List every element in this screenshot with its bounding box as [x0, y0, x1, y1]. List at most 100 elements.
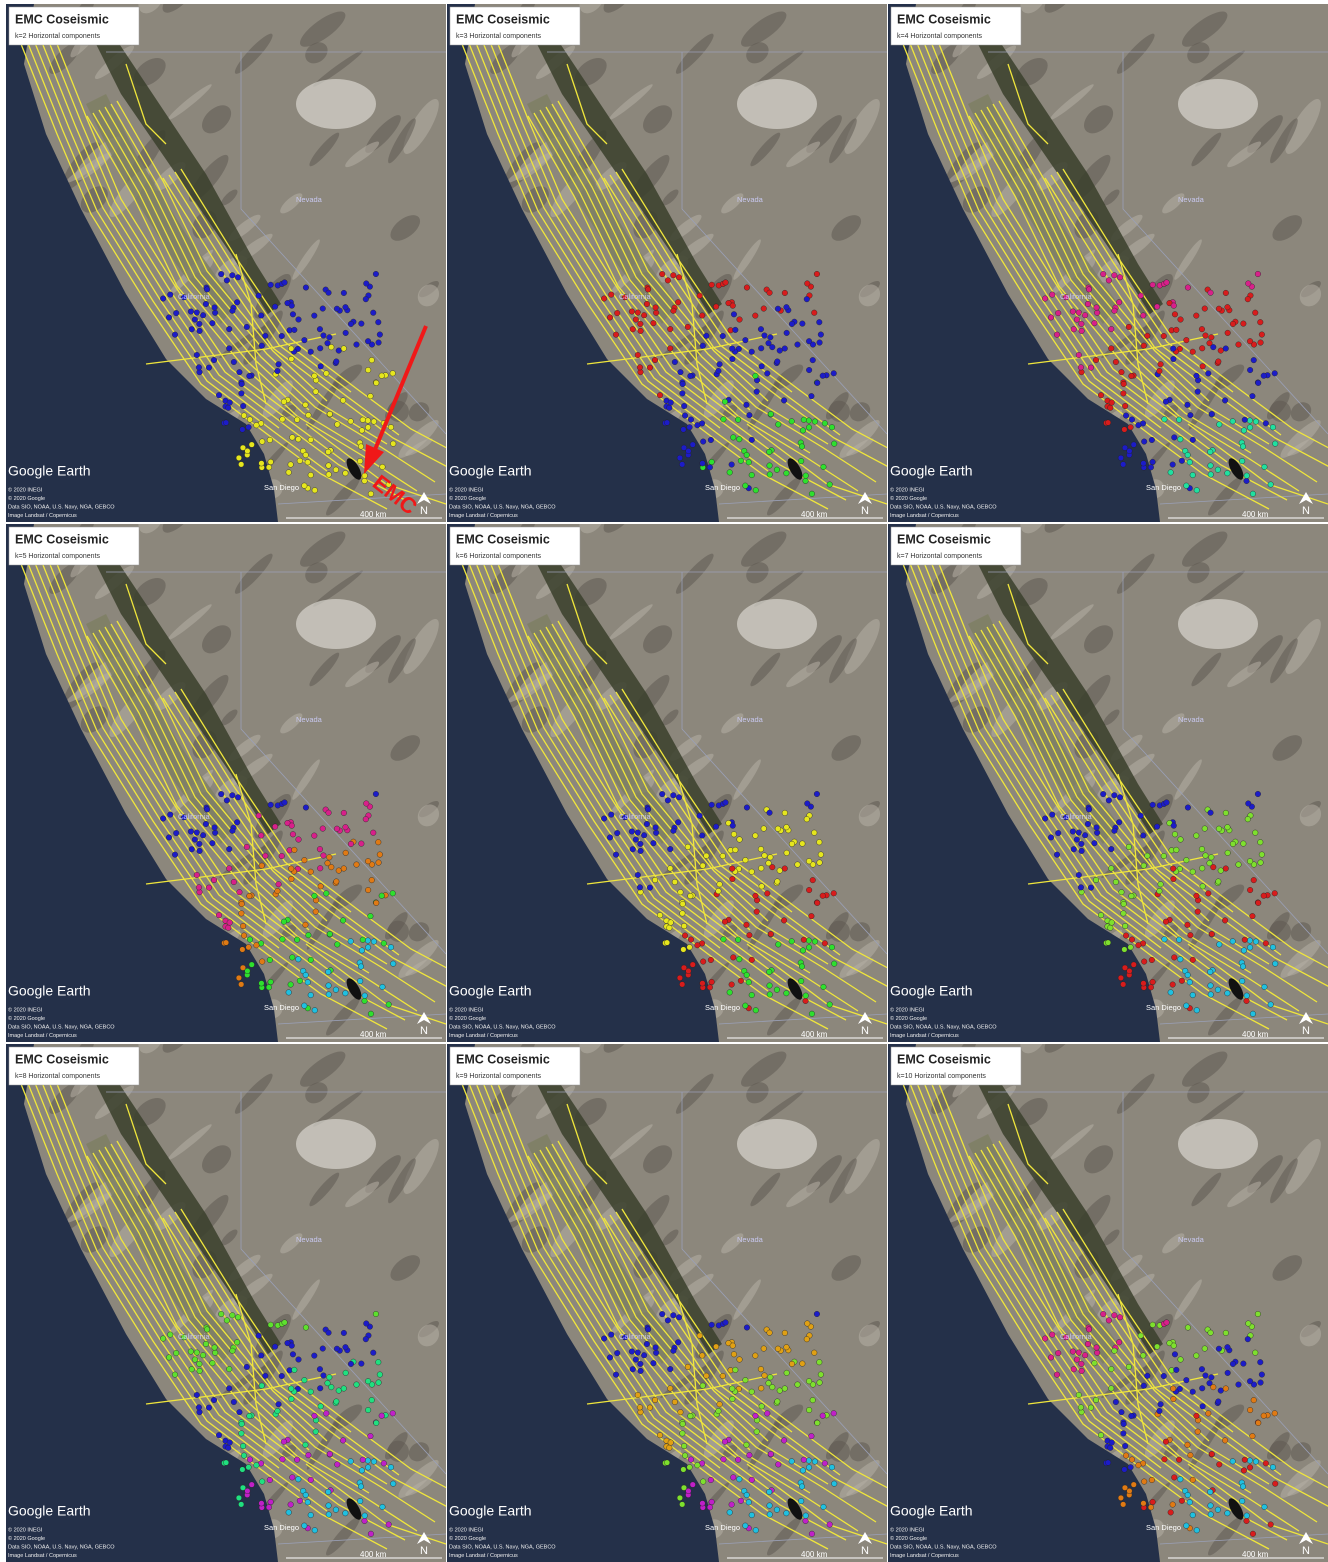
station-marker — [749, 472, 755, 478]
station-marker — [652, 357, 658, 363]
station-marker — [254, 1462, 260, 1468]
station-marker — [368, 1433, 374, 1439]
station-marker — [320, 826, 326, 832]
station-marker — [194, 310, 200, 316]
station-marker — [226, 846, 232, 852]
station-marker — [1149, 957, 1155, 963]
station-marker — [294, 937, 300, 943]
station-marker — [258, 313, 264, 319]
station-marker — [827, 482, 833, 488]
station-marker — [226, 925, 232, 931]
station-marker — [811, 1350, 817, 1356]
station-marker — [365, 425, 371, 431]
station-marker — [766, 1489, 772, 1495]
station-marker — [806, 367, 812, 373]
station-marker — [665, 798, 671, 804]
station-marker — [814, 271, 820, 277]
station-marker — [1178, 1357, 1184, 1363]
station-marker — [370, 830, 376, 836]
station-marker — [224, 278, 230, 284]
station-marker — [1184, 857, 1190, 863]
station-marker — [1123, 413, 1129, 419]
station-marker — [753, 1413, 759, 1419]
station-marker — [700, 1383, 706, 1389]
station-marker — [1093, 1397, 1099, 1403]
station-marker — [276, 881, 282, 887]
station-marker — [1218, 868, 1224, 874]
station-marker — [343, 1370, 349, 1376]
station-marker — [206, 885, 212, 891]
station-marker — [1126, 1364, 1132, 1370]
station-marker — [358, 964, 364, 970]
station-marker — [1157, 1408, 1163, 1414]
station-marker — [1225, 1510, 1231, 1516]
station-marker — [743, 483, 749, 489]
station-marker — [336, 348, 342, 354]
station-marker — [1225, 824, 1231, 830]
station-marker — [1245, 801, 1251, 807]
salt-flat — [737, 599, 817, 649]
station-marker — [210, 320, 216, 326]
scale-label: 400 km — [1242, 1030, 1269, 1039]
station-marker — [1076, 352, 1082, 358]
station-marker — [822, 1461, 828, 1467]
station-marker — [1199, 1366, 1205, 1372]
station-marker — [1171, 1396, 1177, 1402]
station-marker — [746, 979, 752, 985]
station-marker — [1079, 1368, 1085, 1374]
station-marker — [1098, 392, 1104, 398]
station-marker — [775, 1399, 781, 1405]
station-marker — [1048, 315, 1054, 321]
station-marker — [247, 1457, 253, 1463]
station-marker — [1187, 459, 1193, 465]
station-marker — [749, 437, 755, 443]
station-marker — [272, 824, 278, 830]
station-marker — [768, 1451, 774, 1457]
station-marker — [1076, 1392, 1082, 1398]
station-marker — [325, 860, 331, 866]
station-marker — [359, 321, 365, 327]
station-marker — [308, 472, 314, 478]
station-marker — [713, 1344, 719, 1350]
station-marker — [288, 982, 294, 988]
station-marker — [365, 367, 371, 373]
station-marker — [200, 1352, 206, 1358]
station-marker — [1190, 1389, 1196, 1395]
station-marker — [768, 1375, 774, 1381]
station-marker — [1158, 881, 1164, 887]
station-marker — [318, 1404, 324, 1410]
station-marker — [323, 891, 329, 897]
station-marker — [308, 437, 314, 443]
station-marker — [766, 860, 772, 866]
station-marker — [1216, 826, 1222, 832]
station-marker — [1094, 1345, 1100, 1351]
station-marker — [789, 321, 795, 327]
station-marker — [340, 1438, 346, 1444]
station-marker — [312, 1007, 318, 1013]
station-marker — [227, 1440, 233, 1446]
station-marker — [1076, 310, 1082, 316]
station-marker — [240, 403, 246, 409]
station-marker — [1244, 1518, 1250, 1524]
station-marker — [1263, 421, 1269, 427]
station-marker — [1244, 1513, 1250, 1519]
station-marker — [359, 1361, 365, 1367]
station-marker — [818, 1372, 824, 1378]
station-marker — [308, 1512, 314, 1518]
attribution: Data SIO, NOAA, U.S. Navy, NGA, GEBCO — [890, 504, 997, 510]
station-marker — [216, 1432, 222, 1438]
station-marker — [1131, 1482, 1137, 1488]
station-marker — [1168, 990, 1174, 996]
station-marker — [1079, 321, 1085, 327]
station-marker — [1128, 944, 1134, 950]
station-marker — [700, 439, 706, 445]
station-marker — [804, 1321, 810, 1327]
station-marker — [254, 942, 260, 948]
station-marker — [223, 420, 229, 426]
station-marker — [1225, 990, 1231, 996]
station-marker — [211, 877, 217, 883]
station-marker — [777, 868, 783, 874]
station-marker — [1092, 840, 1098, 846]
station-marker — [327, 1451, 333, 1457]
station-marker — [1215, 1507, 1221, 1513]
